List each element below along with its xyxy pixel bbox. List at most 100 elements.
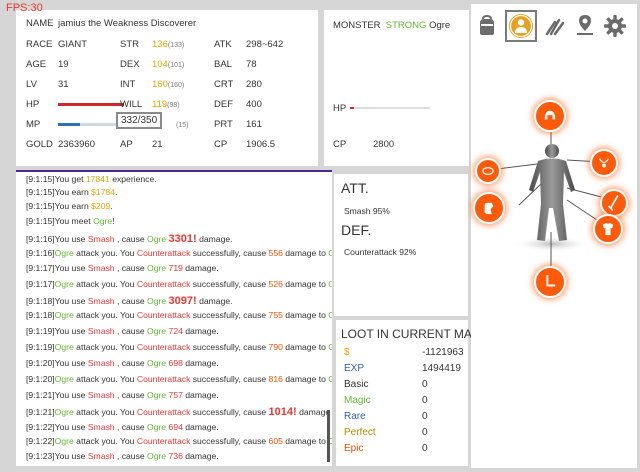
log-fragment: 3301! (168, 233, 197, 245)
stats-row-3: LV 31 INT 160(160) CRT 280 (16, 79, 318, 95)
monster-title: MONSTER STRONG Ogre (333, 20, 450, 31)
name-row: NAME jamius the Weakness Discoverer (16, 18, 318, 34)
log-fragment: damage to (282, 248, 329, 258)
bal-value: 78 (246, 59, 257, 70)
loot-row-rare: Rare 0 (344, 411, 464, 426)
log-fragment: Ogre (147, 263, 167, 273)
log-fragment: Smash (87, 451, 115, 461)
log-fragment: Ogre (147, 234, 167, 244)
log-fragment: You use (54, 234, 88, 244)
log-fragment: You meet (54, 216, 94, 226)
helmet-slot[interactable] (534, 100, 566, 132)
loot-row-gold: $ -1121963 (344, 347, 464, 362)
loot-row-exp: EXP 1494419 (344, 363, 464, 378)
bal-label: BAL (214, 59, 232, 70)
log-fragment: attack you. You (73, 342, 137, 352)
ring-slot[interactable] (475, 158, 501, 184)
stats-row-1: RACE GIANT STR 136(133) ATK 298~642 (16, 39, 318, 55)
log-line: [9:1:16]Ogre attack you. You Counteratta… (26, 248, 332, 258)
log-fragment: Ogre (147, 390, 167, 400)
character-icon[interactable] (505, 10, 537, 42)
loot-label: EXP (344, 363, 365, 374)
gear-icon[interactable] (601, 12, 629, 40)
log-fragment: 1014! (268, 406, 297, 418)
log-fragment: Smash (87, 234, 115, 244)
log-fragment: 526 (268, 279, 283, 289)
mp-bar (58, 123, 80, 126)
boots-slot[interactable] (534, 266, 566, 298)
def-skill-row[interactable]: Counterattack 92% (344, 247, 416, 257)
log-line: [9:1:15]You get 17841 experience. (26, 174, 157, 184)
log-fragment: You use (54, 296, 88, 306)
race-label: RACE (26, 39, 53, 50)
will-value: 119(98) (152, 99, 180, 110)
monster-rank: STRONG (385, 20, 427, 31)
log-fragment: Ogre (147, 326, 167, 336)
loot-label: Rare (344, 411, 366, 422)
log-fragment: 605 (268, 436, 283, 446)
log-line: [9:1:15]You meet Ogre! (26, 216, 115, 226)
dex-label: DEX (120, 59, 140, 70)
log-timestamp: [9:1:23] (26, 451, 55, 461)
att-title: ATT. (341, 180, 369, 196)
log-fragment: damage to (282, 436, 329, 446)
log-fragment: Counterattack (136, 310, 191, 320)
log-fragment: 757 (168, 390, 183, 400)
bag-icon[interactable] (473, 12, 501, 40)
loot-label: Basic (344, 379, 369, 390)
log-timestamp: [9:1:20] (26, 358, 55, 368)
att-skill-row[interactable]: Smash 95% (344, 206, 390, 216)
log-fragment: 698 (168, 358, 183, 368)
log-fragment: You use (54, 422, 88, 432)
log-fragment: Ogre (147, 422, 167, 432)
log-fragment: 3097! (168, 295, 197, 307)
log-fragment: Ogre (147, 358, 167, 368)
monster-name: Ogre (429, 20, 451, 31)
cp-value: 1906.5 (246, 139, 276, 150)
log-fragment: You use (54, 326, 88, 336)
log-fragment: You use (54, 451, 88, 461)
log-scrollbar[interactable] (327, 410, 330, 462)
log-fragment: successfully, cause (190, 248, 269, 258)
battle-log[interactable]: [9:1:15]You get 17841 experience. [9:1:15… (16, 170, 332, 466)
log-line: [9:1:15]You earn $1784. (26, 187, 117, 197)
gold-label: GOLD (26, 139, 53, 150)
stats-row-4: HP WILL 119(98) DEF 400 (16, 99, 318, 115)
log-fragment: damage. (182, 390, 219, 400)
stats-row-6: GOLD 2363960 AP 21 CP 1906.5 (16, 139, 318, 155)
hp-bar (58, 103, 124, 106)
log-fragment: Counterattack (136, 407, 191, 417)
log-fragment: You get (54, 174, 86, 184)
log-fragment: successfully, cause (190, 310, 269, 320)
helmet-icon (544, 110, 556, 120)
weapon-slot[interactable] (600, 189, 628, 217)
log-timestamp: [9:1:19] (26, 326, 55, 336)
loot-label: Perfect (344, 427, 376, 438)
log-timestamp: [9:1:21] (26, 407, 55, 417)
log-fragment: successfully, cause (190, 342, 269, 352)
stats-row-2: AGE 19 DEX 104(101) BAL 78 (16, 59, 318, 75)
log-timestamp: [9:1:15] (26, 216, 55, 226)
loot-value: 1494419 (422, 363, 461, 374)
log-fragment: You earn (54, 187, 92, 197)
log-timestamp: [9:1:15] (26, 174, 55, 184)
def-value: 400 (246, 99, 262, 110)
accessory-slot[interactable] (590, 149, 618, 177)
necklace-icon (599, 158, 609, 168)
log-fragment: 816 (268, 374, 283, 384)
name-label: NAME (26, 18, 54, 29)
armor-slot[interactable] (593, 214, 623, 244)
log-timestamp: [9:1:21] (26, 390, 55, 400)
map-pin-icon[interactable] (571, 12, 599, 40)
log-fragment: attack you. You (73, 436, 137, 446)
log-fragment: successfully, cause (190, 374, 269, 384)
equipment-panel (471, 4, 637, 468)
log-timestamp: [9:1:16] (26, 234, 55, 244)
skills-icon[interactable] (541, 12, 569, 40)
log-fragment: , cause (114, 422, 148, 432)
log-line: [9:1:16]You use Smash , cause Ogre 3301!… (26, 233, 233, 245)
log-timestamp: [9:1:20] (26, 374, 55, 384)
glove-slot[interactable] (473, 192, 505, 224)
loot-value: 0 (422, 379, 428, 390)
prt-value: 161 (246, 119, 262, 130)
